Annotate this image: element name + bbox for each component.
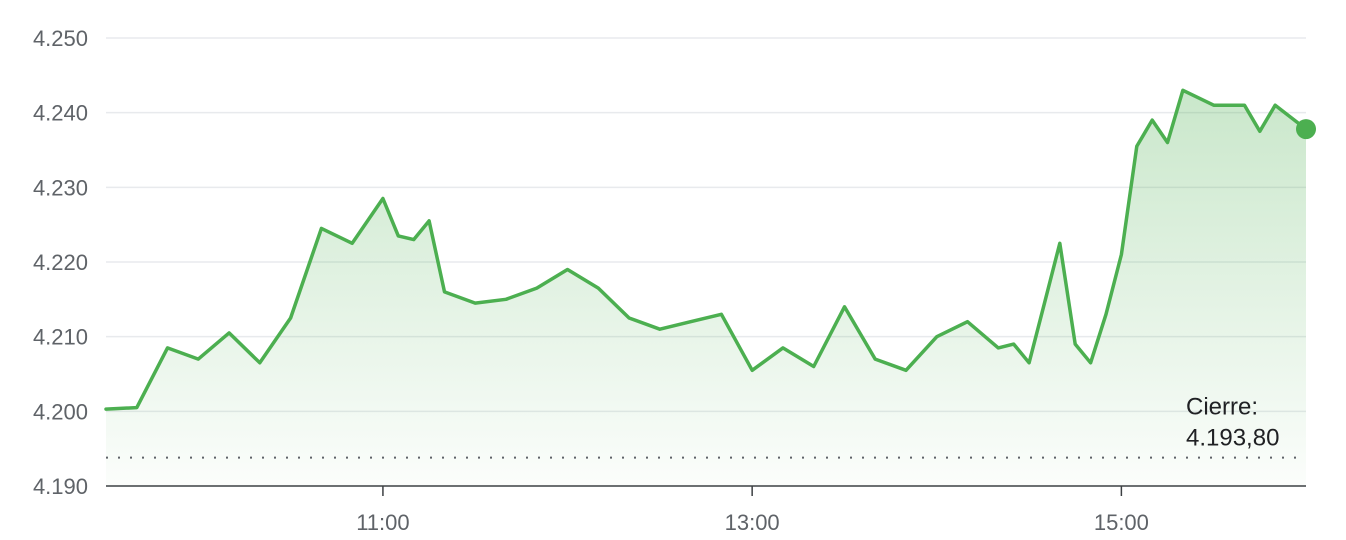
x-axis: 11:00 13:00 15:00 [106, 485, 1306, 535]
y-tick-label: 4.220 [33, 250, 88, 275]
series-line [104, 88, 1308, 411]
series-area [106, 90, 1306, 487]
y-tick-label: 4.240 [33, 101, 88, 126]
series-line-layer [104, 88, 1308, 411]
x-tick-label: 15:00 [1094, 510, 1149, 535]
y-tick-label: 4.200 [33, 399, 88, 424]
x-tick-label: 13:00 [725, 510, 780, 535]
previous-close-label: Cierre: [1186, 394, 1258, 421]
previous-close: Cierre: 4.193,80 [106, 394, 1306, 459]
previous-close-value: 4.193,80 [1186, 425, 1279, 452]
x-tick-label: 11:00 [356, 510, 409, 535]
area-fill-layer [106, 90, 1306, 487]
y-tick-label: 4.250 [33, 26, 88, 51]
y-tick-label: 4.230 [33, 175, 88, 200]
y-tick-label: 4.210 [33, 325, 88, 350]
y-axis-labels: 4.190 4.200 4.210 4.220 4.230 4.240 4.250 [33, 26, 88, 499]
last-point-marker [1296, 119, 1316, 140]
y-tick-label: 4.190 [33, 474, 88, 499]
